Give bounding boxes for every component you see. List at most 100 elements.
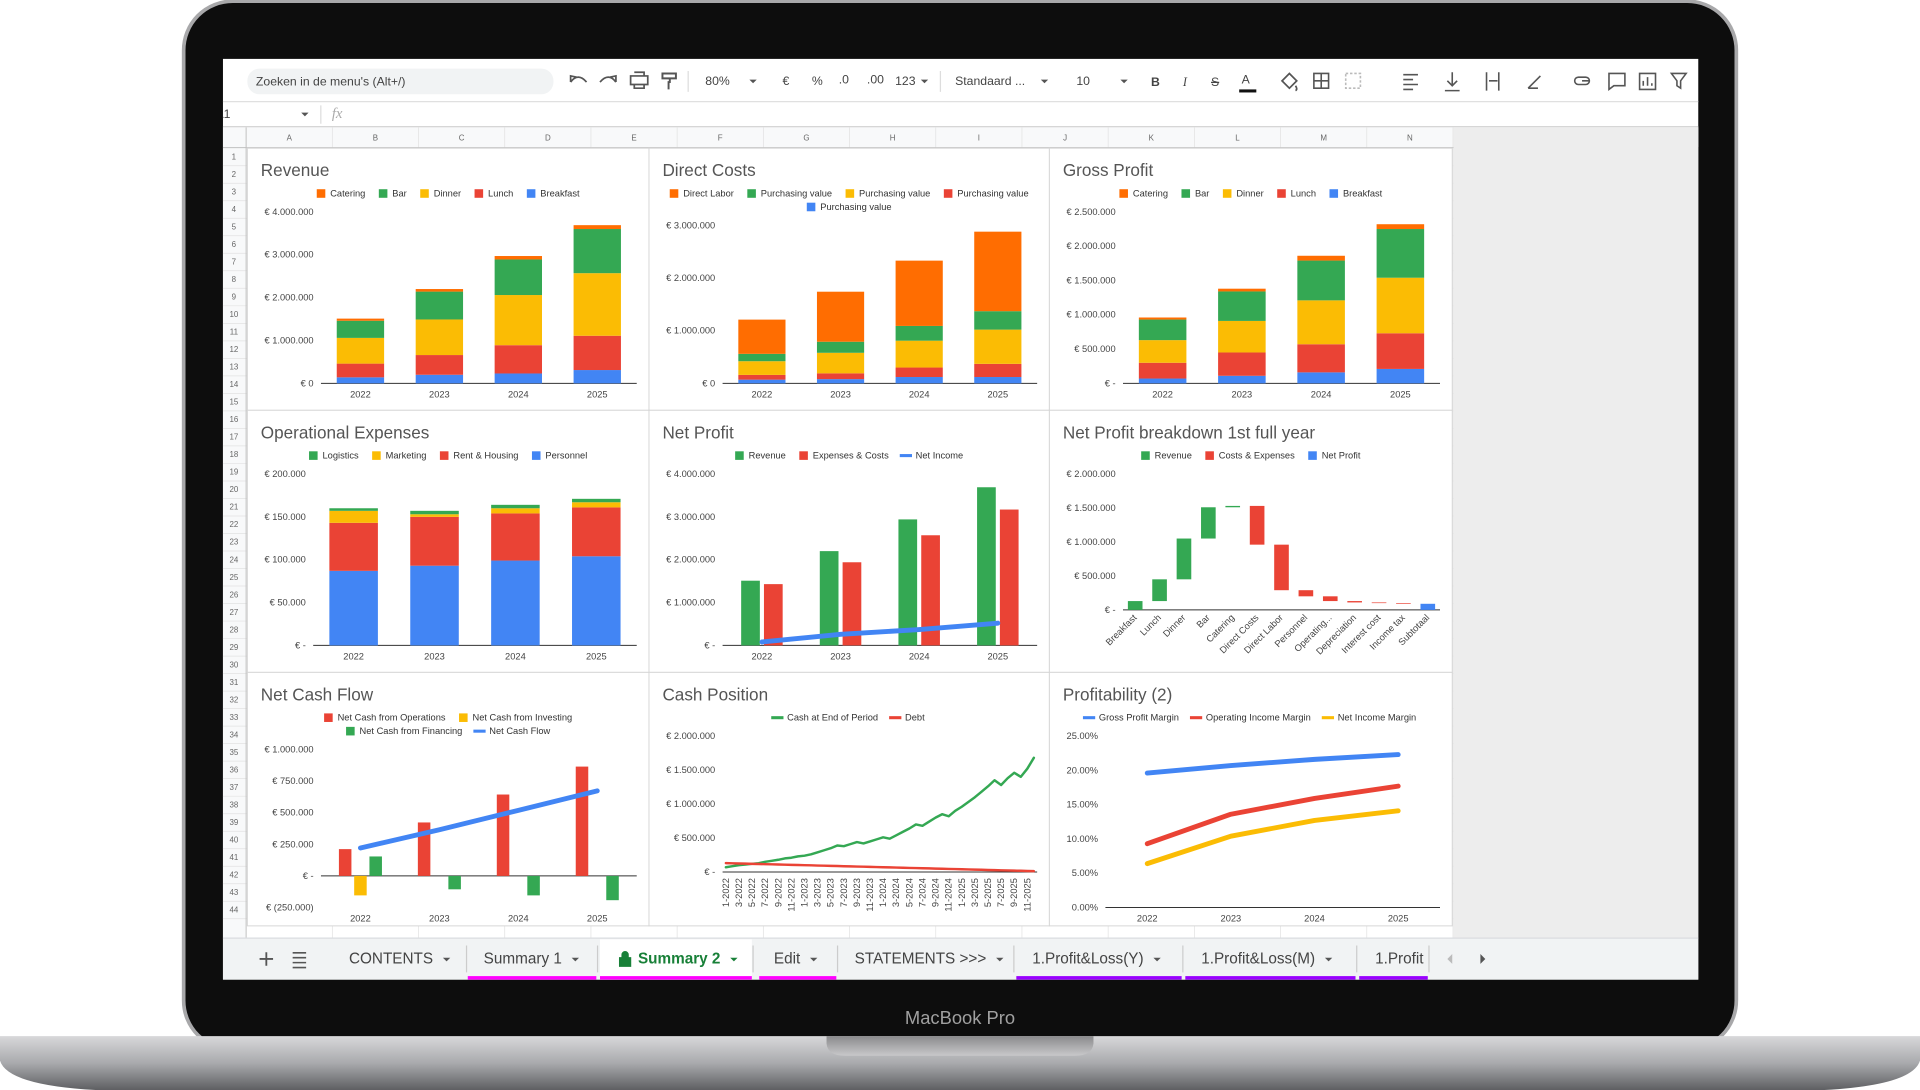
- row-header[interactable]: 22: [229, 520, 238, 529]
- row-header[interactable]: 16: [229, 415, 238, 424]
- row-header[interactable]: 27: [229, 608, 238, 617]
- row-header[interactable]: 42: [229, 871, 238, 880]
- row-header[interactable]: 24: [229, 555, 238, 564]
- decrease-decimals-button[interactable]: .0: [839, 73, 849, 87]
- column-header[interactable]: A: [287, 133, 293, 142]
- row-header[interactable]: 13: [229, 363, 238, 372]
- tab-menu-arrow[interactable]: [442, 957, 451, 962]
- legend-item[interactable]: Net Profit: [1308, 451, 1361, 461]
- row-header[interactable]: 18: [229, 450, 238, 459]
- strikethrough-button[interactable]: S: [1211, 75, 1219, 89]
- row-header[interactable]: 17: [229, 433, 238, 442]
- sheet-tab[interactable]: STATEMENTS >>>: [855, 950, 987, 967]
- legend-item[interactable]: Costs & Expenses: [1205, 451, 1295, 461]
- tab-menu-arrow[interactable]: [996, 957, 1004, 962]
- vertical-align-button[interactable]: [1444, 72, 1460, 92]
- all-sheets-button[interactable]: [292, 952, 307, 969]
- wrap-button[interactable]: [1485, 72, 1500, 91]
- legend-item[interactable]: Operating Income Margin: [1189, 713, 1311, 723]
- row-header[interactable]: 32: [229, 695, 238, 704]
- legend-item[interactable]: Catering: [1119, 189, 1168, 199]
- legend-item[interactable]: Direct Labor: [669, 189, 734, 199]
- number-format-button[interactable]: 123: [895, 74, 916, 88]
- legend-item[interactable]: Revenue: [1141, 451, 1192, 461]
- tab-menu-arrow[interactable]: [1324, 957, 1333, 962]
- row-header[interactable]: 31: [229, 678, 238, 687]
- row-header[interactable]: 1: [232, 152, 237, 161]
- legend-item[interactable]: Purchasing value: [806, 202, 892, 212]
- sheet-tab[interactable]: Edit: [774, 950, 801, 967]
- text-color-button[interactable]: A: [1242, 73, 1251, 87]
- tab-menu-arrow[interactable]: [1153, 957, 1161, 962]
- tab-menu-arrow[interactable]: [571, 957, 580, 962]
- row-header[interactable]: 11: [230, 328, 239, 337]
- sheet-tab[interactable]: 1.Profit: [1375, 950, 1424, 967]
- sheet-tab[interactable]: 1.Profit&Loss(M): [1201, 950, 1315, 967]
- legend-item[interactable]: Revenue: [735, 451, 786, 461]
- row-header[interactable]: 9: [232, 293, 237, 302]
- column-header[interactable]: H: [890, 133, 896, 142]
- legend-item[interactable]: Net Income: [899, 451, 963, 461]
- row-header[interactable]: 25: [229, 573, 238, 582]
- row-header[interactable]: 41: [229, 853, 238, 862]
- row-header[interactable]: 6: [232, 240, 237, 249]
- legend-item[interactable]: Rent & Housing: [439, 451, 519, 461]
- row-header[interactable]: 4: [232, 205, 237, 214]
- legend-item[interactable]: Breakfast: [526, 189, 580, 199]
- chart-button[interactable]: [1638, 72, 1657, 91]
- dropdown-arrow[interactable]: [1120, 79, 1128, 84]
- column-header[interactable]: G: [803, 133, 809, 142]
- row-header[interactable]: 36: [229, 765, 238, 774]
- legend-item[interactable]: Net Cash Flow: [473, 726, 551, 736]
- row-header[interactable]: 39: [229, 818, 238, 827]
- row-header[interactable]: 10: [229, 310, 238, 319]
- sheet-tab[interactable]: CONTENTS: [349, 950, 433, 967]
- italic-button[interactable]: I: [1182, 75, 1188, 89]
- row-header[interactable]: 3: [232, 187, 237, 196]
- row-header[interactable]: 26: [229, 590, 238, 599]
- bold-button[interactable]: B: [1151, 75, 1160, 89]
- row-header[interactable]: 23: [229, 538, 238, 547]
- column-header[interactable]: L: [1235, 133, 1240, 142]
- legend-item[interactable]: Catering: [316, 189, 366, 199]
- row-header[interactable]: 21: [229, 503, 238, 512]
- legend-item[interactable]: Debt: [889, 713, 925, 723]
- column-header[interactable]: N: [1407, 133, 1413, 142]
- sheet-tab[interactable]: Summary 1: [484, 950, 562, 967]
- legend-item[interactable]: Personnel: [531, 451, 587, 461]
- column-header[interactable]: B: [373, 133, 378, 142]
- legend-item[interactable]: Marketing: [372, 451, 426, 461]
- search-box[interactable]: [247, 68, 554, 95]
- row-header[interactable]: 8: [232, 275, 237, 284]
- name-box[interactable]: A1: [216, 107, 231, 121]
- row-header[interactable]: 5: [232, 223, 237, 232]
- tab-menu-arrow[interactable]: [730, 957, 738, 962]
- column-header[interactable]: C: [459, 133, 465, 142]
- row-header[interactable]: 30: [229, 660, 238, 669]
- percent-button[interactable]: %: [812, 74, 823, 88]
- column-header[interactable]: F: [718, 133, 723, 142]
- undo-button[interactable]: [569, 74, 588, 83]
- row-header[interactable]: 28: [229, 625, 238, 634]
- link-button[interactable]: [1573, 76, 1591, 86]
- legend-item[interactable]: Dinner: [1222, 189, 1264, 199]
- legend-item[interactable]: Net Cash from Financing: [346, 726, 462, 736]
- row-header[interactable]: 20: [229, 485, 238, 494]
- align-button[interactable]: [1403, 73, 1418, 91]
- fill-color-button[interactable]: [1280, 72, 1298, 92]
- tab-menu-arrow[interactable]: [810, 957, 818, 962]
- legend-item[interactable]: Purchasing value: [747, 189, 832, 199]
- scroll-left-button[interactable]: [1447, 954, 1453, 964]
- row-header[interactable]: 15: [229, 398, 238, 407]
- borders-button[interactable]: [1313, 72, 1330, 89]
- filter-button[interactable]: [1669, 72, 1688, 90]
- redo-button[interactable]: [599, 74, 617, 83]
- row-header[interactable]: 12: [229, 345, 238, 354]
- increase-decimals-button[interactable]: .00: [867, 73, 884, 87]
- print-button[interactable]: [629, 71, 649, 90]
- legend-item[interactable]: Gross Profit Margin: [1082, 713, 1179, 723]
- add-sheet-button[interactable]: [259, 952, 274, 966]
- column-header[interactable]: I: [978, 133, 980, 142]
- column-header[interactable]: J: [1063, 133, 1067, 142]
- legend-item[interactable]: Bar: [378, 189, 407, 199]
